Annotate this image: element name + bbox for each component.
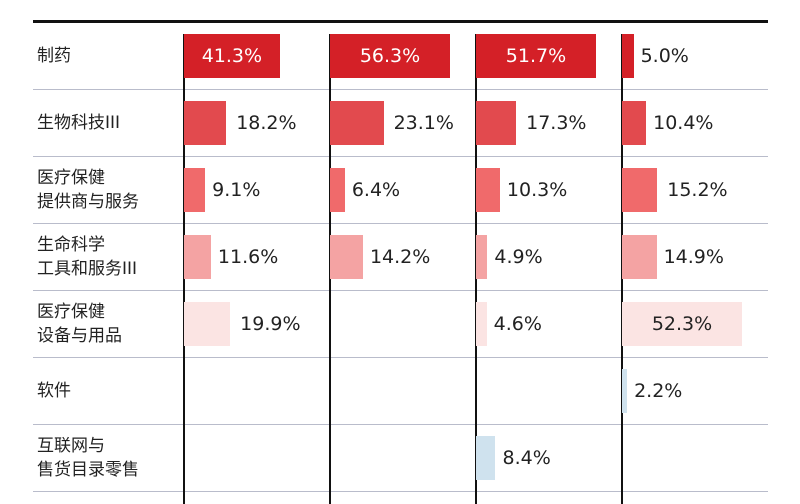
bar bbox=[622, 302, 742, 346]
top-rule bbox=[33, 20, 768, 23]
bar bbox=[622, 101, 647, 145]
table-row: 医疗保健 提供商与服务 bbox=[33, 157, 768, 224]
data-label: 56.3% bbox=[359, 45, 421, 67]
bar bbox=[184, 34, 280, 78]
row-label: 医疗保健 设备与用品 bbox=[37, 302, 122, 346]
row-label: 互联网与 售货目录零售 bbox=[37, 436, 139, 480]
bar bbox=[622, 235, 657, 279]
data-label: 19.9% bbox=[240, 313, 301, 335]
bar bbox=[476, 436, 496, 480]
bar bbox=[476, 34, 596, 78]
data-label: 10.4% bbox=[653, 112, 714, 134]
column-axis-line bbox=[475, 34, 477, 504]
data-label: 2.2% bbox=[634, 380, 683, 402]
table-row: 制药 bbox=[33, 23, 768, 90]
data-label: 51.7% bbox=[505, 45, 567, 67]
bar bbox=[476, 101, 517, 145]
row-divider bbox=[33, 490, 768, 492]
bar bbox=[476, 302, 487, 346]
row-label: 生物科技III bbox=[37, 113, 121, 133]
row-label: 制药 bbox=[37, 46, 71, 66]
bar bbox=[330, 235, 363, 279]
data-label: 17.3% bbox=[526, 112, 587, 134]
data-label: 14.2% bbox=[369, 246, 431, 268]
data-label: 14.9% bbox=[663, 246, 724, 268]
table-row: 生命科学 工具和服务III bbox=[33, 224, 768, 291]
bar bbox=[184, 302, 231, 346]
bar bbox=[476, 168, 500, 212]
column-axis-line bbox=[621, 34, 623, 504]
bar bbox=[622, 34, 634, 78]
column-axis-line bbox=[329, 34, 331, 504]
data-label: 6.4% bbox=[351, 179, 401, 201]
row-divider bbox=[33, 423, 768, 425]
row-divider bbox=[33, 155, 768, 157]
row-label: 生命科学 工具和服务III bbox=[37, 235, 138, 279]
bar bbox=[622, 168, 658, 212]
table-row: 互联网与 售货目录零售 bbox=[33, 425, 768, 492]
row-divider bbox=[33, 289, 768, 291]
bar bbox=[476, 235, 488, 279]
data-label: 8.4% bbox=[502, 447, 551, 469]
data-label: 52.3% bbox=[651, 313, 713, 335]
data-label: 9.1% bbox=[212, 179, 261, 201]
table-row: 医疗保健 设备与用品 bbox=[33, 291, 768, 358]
row-divider bbox=[33, 88, 768, 90]
data-label: 5.0% bbox=[640, 45, 689, 67]
data-label: 15.2% bbox=[667, 179, 728, 201]
bar bbox=[184, 168, 206, 212]
bar bbox=[184, 101, 227, 145]
data-label: 4.6% bbox=[493, 313, 542, 335]
column-axis-line bbox=[183, 34, 185, 504]
data-label: 18.2% bbox=[236, 112, 297, 134]
table-row: 软件 bbox=[33, 358, 768, 425]
data-label: 10.3% bbox=[506, 179, 568, 201]
table-row: 生物科技III bbox=[33, 90, 768, 157]
data-label: 11.6% bbox=[217, 246, 279, 268]
row-label: 软件 bbox=[37, 381, 71, 401]
bar bbox=[330, 34, 450, 78]
bar bbox=[622, 369, 628, 413]
bar bbox=[330, 101, 384, 145]
data-label: 41.3% bbox=[201, 45, 263, 67]
row-label: 医疗保健 提供商与服务 bbox=[37, 168, 139, 212]
row-divider bbox=[33, 356, 768, 358]
bar bbox=[330, 168, 345, 212]
data-label: 4.9% bbox=[494, 246, 543, 268]
data-label: 23.1% bbox=[393, 112, 454, 134]
row-divider bbox=[33, 222, 768, 224]
bar bbox=[184, 235, 211, 279]
